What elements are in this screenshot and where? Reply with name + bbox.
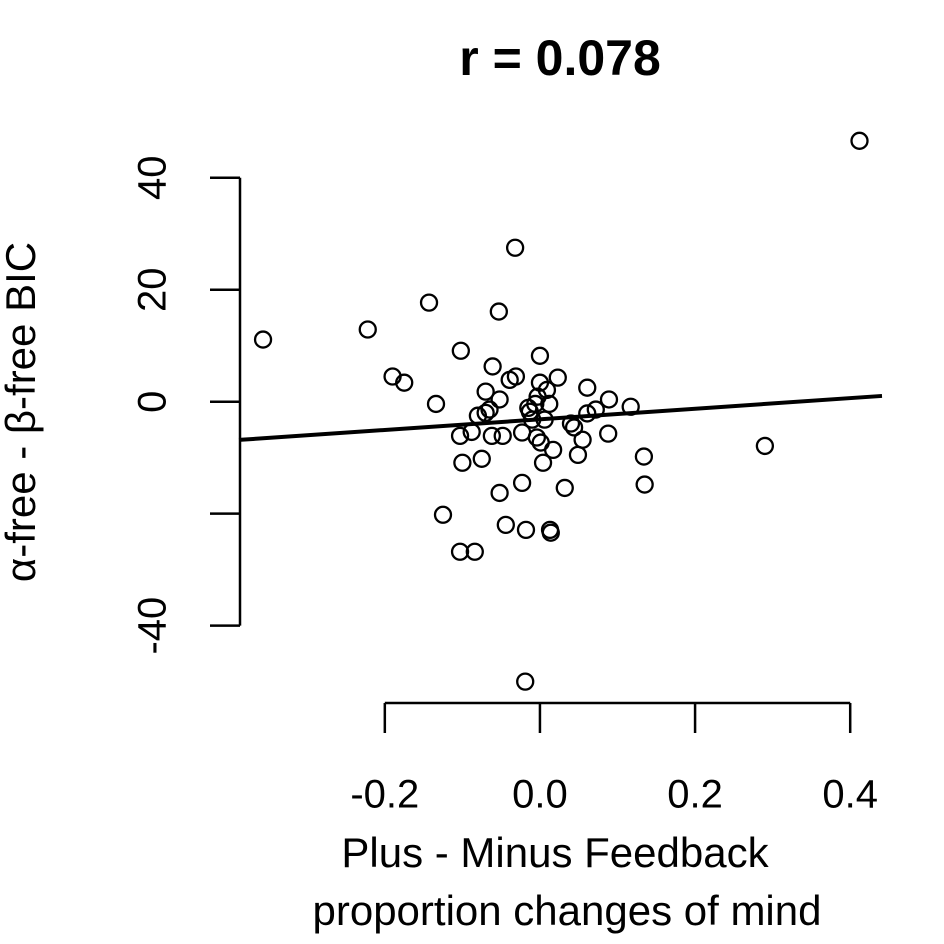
point	[635, 475, 654, 494]
point	[586, 400, 605, 419]
point	[395, 373, 414, 392]
point	[489, 302, 508, 321]
x-axis-label: proportion changes of mind	[313, 887, 822, 934]
point	[527, 428, 546, 447]
point	[433, 505, 453, 524]
point	[512, 473, 532, 493]
y-axis-label: α-free - β-free BIC	[0, 242, 44, 582]
point	[490, 390, 509, 409]
point	[599, 390, 619, 409]
point	[850, 131, 869, 150]
x-tick-label: 0.4	[822, 773, 878, 817]
x-axis-label: Plus - Minus Feedback	[341, 829, 769, 876]
point	[450, 542, 470, 561]
x-tick-label: -0.2	[350, 773, 419, 817]
point	[490, 483, 509, 503]
point	[358, 320, 377, 339]
point	[516, 520, 536, 540]
point	[453, 453, 472, 472]
point	[493, 426, 512, 446]
point	[450, 426, 470, 446]
point	[634, 447, 654, 466]
point	[578, 404, 597, 423]
regression-line	[238, 393, 883, 442]
point	[506, 367, 526, 386]
point	[568, 445, 588, 465]
point	[496, 515, 515, 535]
point	[573, 430, 592, 449]
point	[599, 424, 618, 443]
y-tick-label: -40	[131, 597, 175, 655]
point	[548, 368, 567, 387]
point	[578, 378, 597, 397]
point	[480, 400, 499, 419]
point	[476, 403, 495, 423]
x-tick-label: 0.0	[512, 773, 568, 817]
point	[482, 426, 502, 446]
point	[426, 394, 446, 414]
point	[564, 418, 584, 437]
point	[253, 330, 273, 349]
point	[483, 357, 502, 376]
point	[533, 453, 553, 472]
y-tick-label: 0	[131, 391, 175, 413]
point	[530, 346, 550, 365]
point	[476, 382, 495, 401]
chart-title: r = 0.078	[459, 30, 661, 86]
point	[419, 293, 439, 312]
point	[472, 449, 491, 468]
x-tick-label: 0.2	[667, 773, 723, 817]
point	[465, 542, 484, 561]
point	[516, 672, 535, 691]
y-tick-label: 40	[131, 156, 175, 201]
point	[755, 436, 775, 456]
point	[543, 440, 563, 459]
y-tick-label: 20	[131, 267, 175, 312]
point	[505, 238, 525, 257]
point	[541, 523, 560, 542]
point	[451, 341, 470, 360]
point	[555, 478, 574, 498]
point	[537, 380, 557, 400]
